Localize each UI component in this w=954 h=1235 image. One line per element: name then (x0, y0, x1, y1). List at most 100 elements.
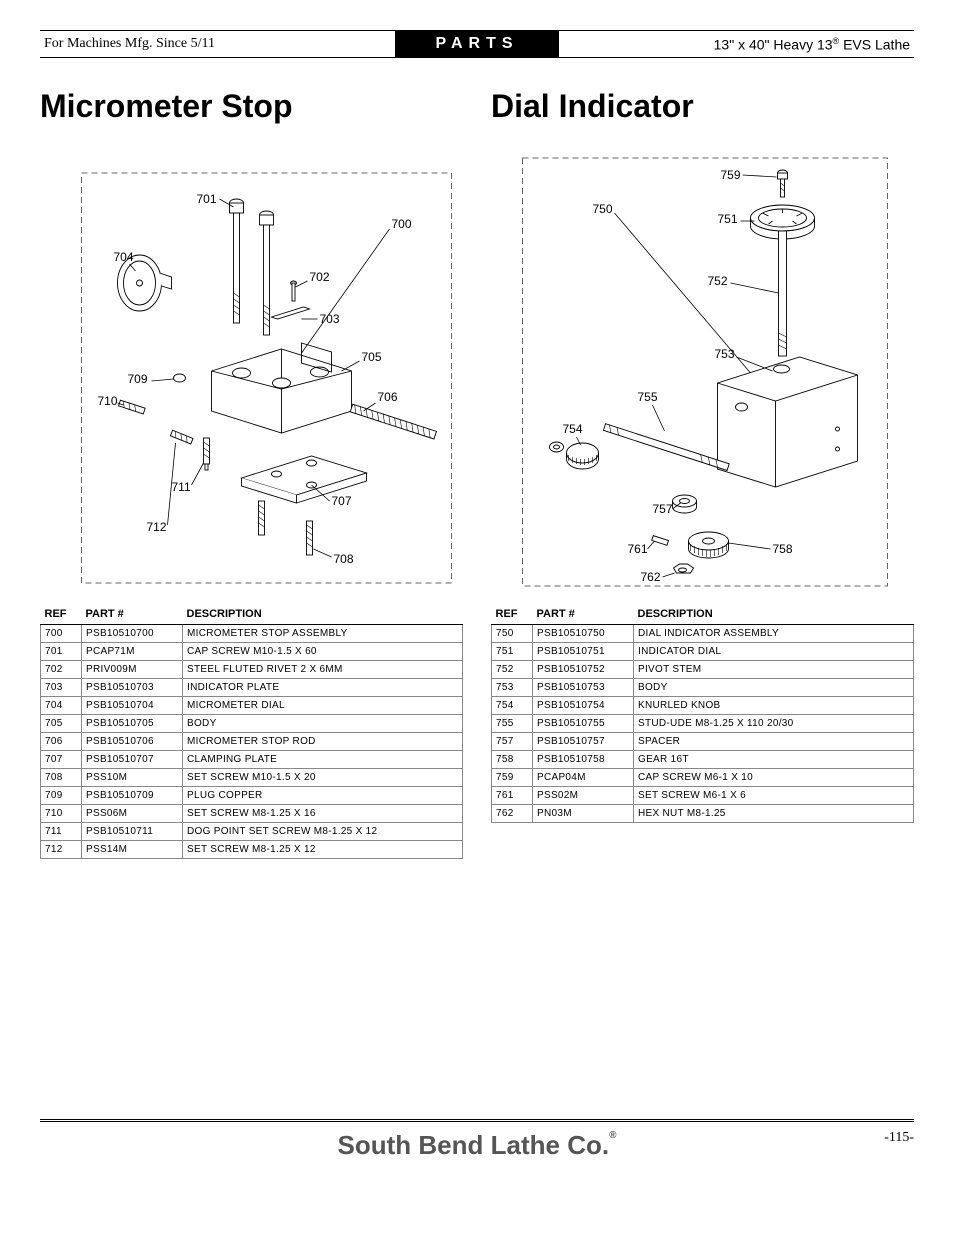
th-desc: DESCRIPTION (634, 604, 914, 625)
table-row: 701PCAP71MCAP SCREW M10-1.5 X 60 (41, 643, 463, 661)
label-751: 751 (718, 212, 738, 226)
table-row: 752PSB10510752PIVOT STEM (492, 661, 914, 679)
cell-part: PSB10510757 (533, 733, 634, 751)
th-ref: REF (492, 604, 533, 625)
label-705: 705 (362, 350, 382, 364)
table-row: 759PCAP04MCAP SCREW M6-1 X 10 (492, 769, 914, 787)
label-754: 754 (563, 422, 583, 436)
label-762: 762 (641, 570, 661, 584)
cell-desc: CLAMPING PLATE (183, 751, 463, 769)
cell-desc: SET SCREW M6-1 X 6 (634, 787, 914, 805)
label-702: 702 (310, 270, 330, 284)
label-700: 700 (392, 217, 412, 231)
label-759: 759 (721, 168, 741, 182)
cell-part: PSB10510753 (533, 679, 634, 697)
cell-part: PSB10510755 (533, 715, 634, 733)
table-row: 711PSB10510711DOG POINT SET SCREW M8-1.2… (41, 823, 463, 841)
cell-part: PRIV009M (82, 661, 183, 679)
table-row: 700PSB10510700MICROMETER STOP ASSEMBLY (41, 625, 463, 643)
header-right-prefix: 13" x 40" Heavy 13 (714, 36, 833, 52)
cell-part: PSB10510758 (533, 751, 634, 769)
cell-desc: CAP SCREW M10-1.5 X 60 (183, 643, 463, 661)
label-753: 753 (715, 347, 735, 361)
table-row: 757PSB10510757SPACER (492, 733, 914, 751)
cell-desc: SET SCREW M8-1.25 X 16 (183, 805, 463, 823)
table-row: 708PSS10MSET SCREW M10-1.5 X 20 (41, 769, 463, 787)
cell-desc: BODY (183, 715, 463, 733)
header-center: PARTS (395, 31, 558, 57)
cell-part: PSB10510754 (533, 697, 634, 715)
dial-diagram: 759 750 751 752 753 755 754 757 758 761 (491, 133, 914, 593)
cell-desc: INDICATOR PLATE (183, 679, 463, 697)
label-752: 752 (708, 274, 728, 288)
cell-desc: MICROMETER STOP ROD (183, 733, 463, 751)
cell-ref: 757 (492, 733, 533, 751)
header-right-suffix: EVS Lathe (839, 36, 910, 52)
cell-part: PSS14M (82, 841, 183, 859)
cell-part: PSB10510750 (533, 625, 634, 643)
table-row: 709PSB10510709PLUG COPPER (41, 787, 463, 805)
dial-title: Dial Indicator (491, 88, 914, 125)
cell-part: PSB10510705 (82, 715, 183, 733)
label-712: 712 (147, 520, 167, 534)
th-desc: DESCRIPTION (183, 604, 463, 625)
table-row: 707PSB10510707CLAMPING PLATE (41, 751, 463, 769)
footer-page: -115- (884, 1130, 914, 1146)
cell-desc: SPACER (634, 733, 914, 751)
cell-ref: 751 (492, 643, 533, 661)
cell-part: PSB10510700 (82, 625, 183, 643)
table-row: 712PSS14MSET SCREW M8-1.25 X 12 (41, 841, 463, 859)
th-part: PART # (533, 604, 634, 625)
label-704: 704 (114, 250, 134, 264)
cell-desc: PIVOT STEM (634, 661, 914, 679)
cell-ref: 710 (41, 805, 82, 823)
cell-ref: 755 (492, 715, 533, 733)
cell-part: PSB10510751 (533, 643, 634, 661)
cell-desc: STEEL FLUTED RIVET 2 X 6MM (183, 661, 463, 679)
micrometer-title: Micrometer Stop (40, 88, 463, 125)
cell-desc: GEAR 16T (634, 751, 914, 769)
table-row: 710PSS06MSET SCREW M8-1.25 X 16 (41, 805, 463, 823)
cell-part: PCAP04M (533, 769, 634, 787)
table-row: 762PN03MHEX NUT M8-1.25 (492, 805, 914, 823)
cell-ref: 709 (41, 787, 82, 805)
label-761: 761 (628, 542, 648, 556)
cell-part: PN03M (533, 805, 634, 823)
label-706: 706 (378, 390, 398, 404)
label-707: 707 (332, 494, 352, 508)
table-row: 753PSB10510753BODY (492, 679, 914, 697)
cell-desc: SET SCREW M10-1.5 X 20 (183, 769, 463, 787)
label-703: 703 (320, 312, 340, 326)
table-row: 750PSB10510750DIAL INDICATOR ASSEMBLY (492, 625, 914, 643)
cell-desc: HEX NUT M8-1.25 (634, 805, 914, 823)
cell-part: PSS02M (533, 787, 634, 805)
cell-ref: 711 (41, 823, 82, 841)
label-701: 701 (197, 192, 217, 206)
page-footer: South Bend Lathe Co.® -115- (40, 1119, 914, 1161)
label-750: 750 (593, 202, 613, 216)
table-row: 751PSB10510751INDICATOR DIAL (492, 643, 914, 661)
cell-ref: 701 (41, 643, 82, 661)
cell-part: PSB10510707 (82, 751, 183, 769)
cell-ref: 704 (41, 697, 82, 715)
table-row: 703PSB10510703INDICATOR PLATE (41, 679, 463, 697)
cell-ref: 758 (492, 751, 533, 769)
cell-desc: PLUG COPPER (183, 787, 463, 805)
cell-desc: STUD-UDE M8-1.25 X 110 20/30 (634, 715, 914, 733)
label-758: 758 (773, 542, 793, 556)
table-row: 702PRIV009MSTEEL FLUTED RIVET 2 X 6MM (41, 661, 463, 679)
dial-parts-table: REF PART # DESCRIPTION 750PSB10510750DIA… (491, 604, 914, 823)
label-710: 710 (98, 394, 118, 408)
micrometer-parts-table: REF PART # DESCRIPTION 700PSB10510700MIC… (40, 604, 463, 859)
cell-ref: 705 (41, 715, 82, 733)
cell-desc: SET SCREW M8-1.25 X 12 (183, 841, 463, 859)
header-right: 13" x 40" Heavy 13® EVS Lathe (559, 36, 914, 53)
footer-brand: South Bend Lathe Co.® (338, 1130, 617, 1161)
cell-part: PSS06M (82, 805, 183, 823)
cell-ref: 700 (41, 625, 82, 643)
cell-part: PSB10510711 (82, 823, 183, 841)
cell-desc: CAP SCREW M6-1 X 10 (634, 769, 914, 787)
cell-ref: 702 (41, 661, 82, 679)
cell-ref: 708 (41, 769, 82, 787)
page-header: For Machines Mfg. Since 5/11 PARTS 13" x… (40, 30, 914, 58)
